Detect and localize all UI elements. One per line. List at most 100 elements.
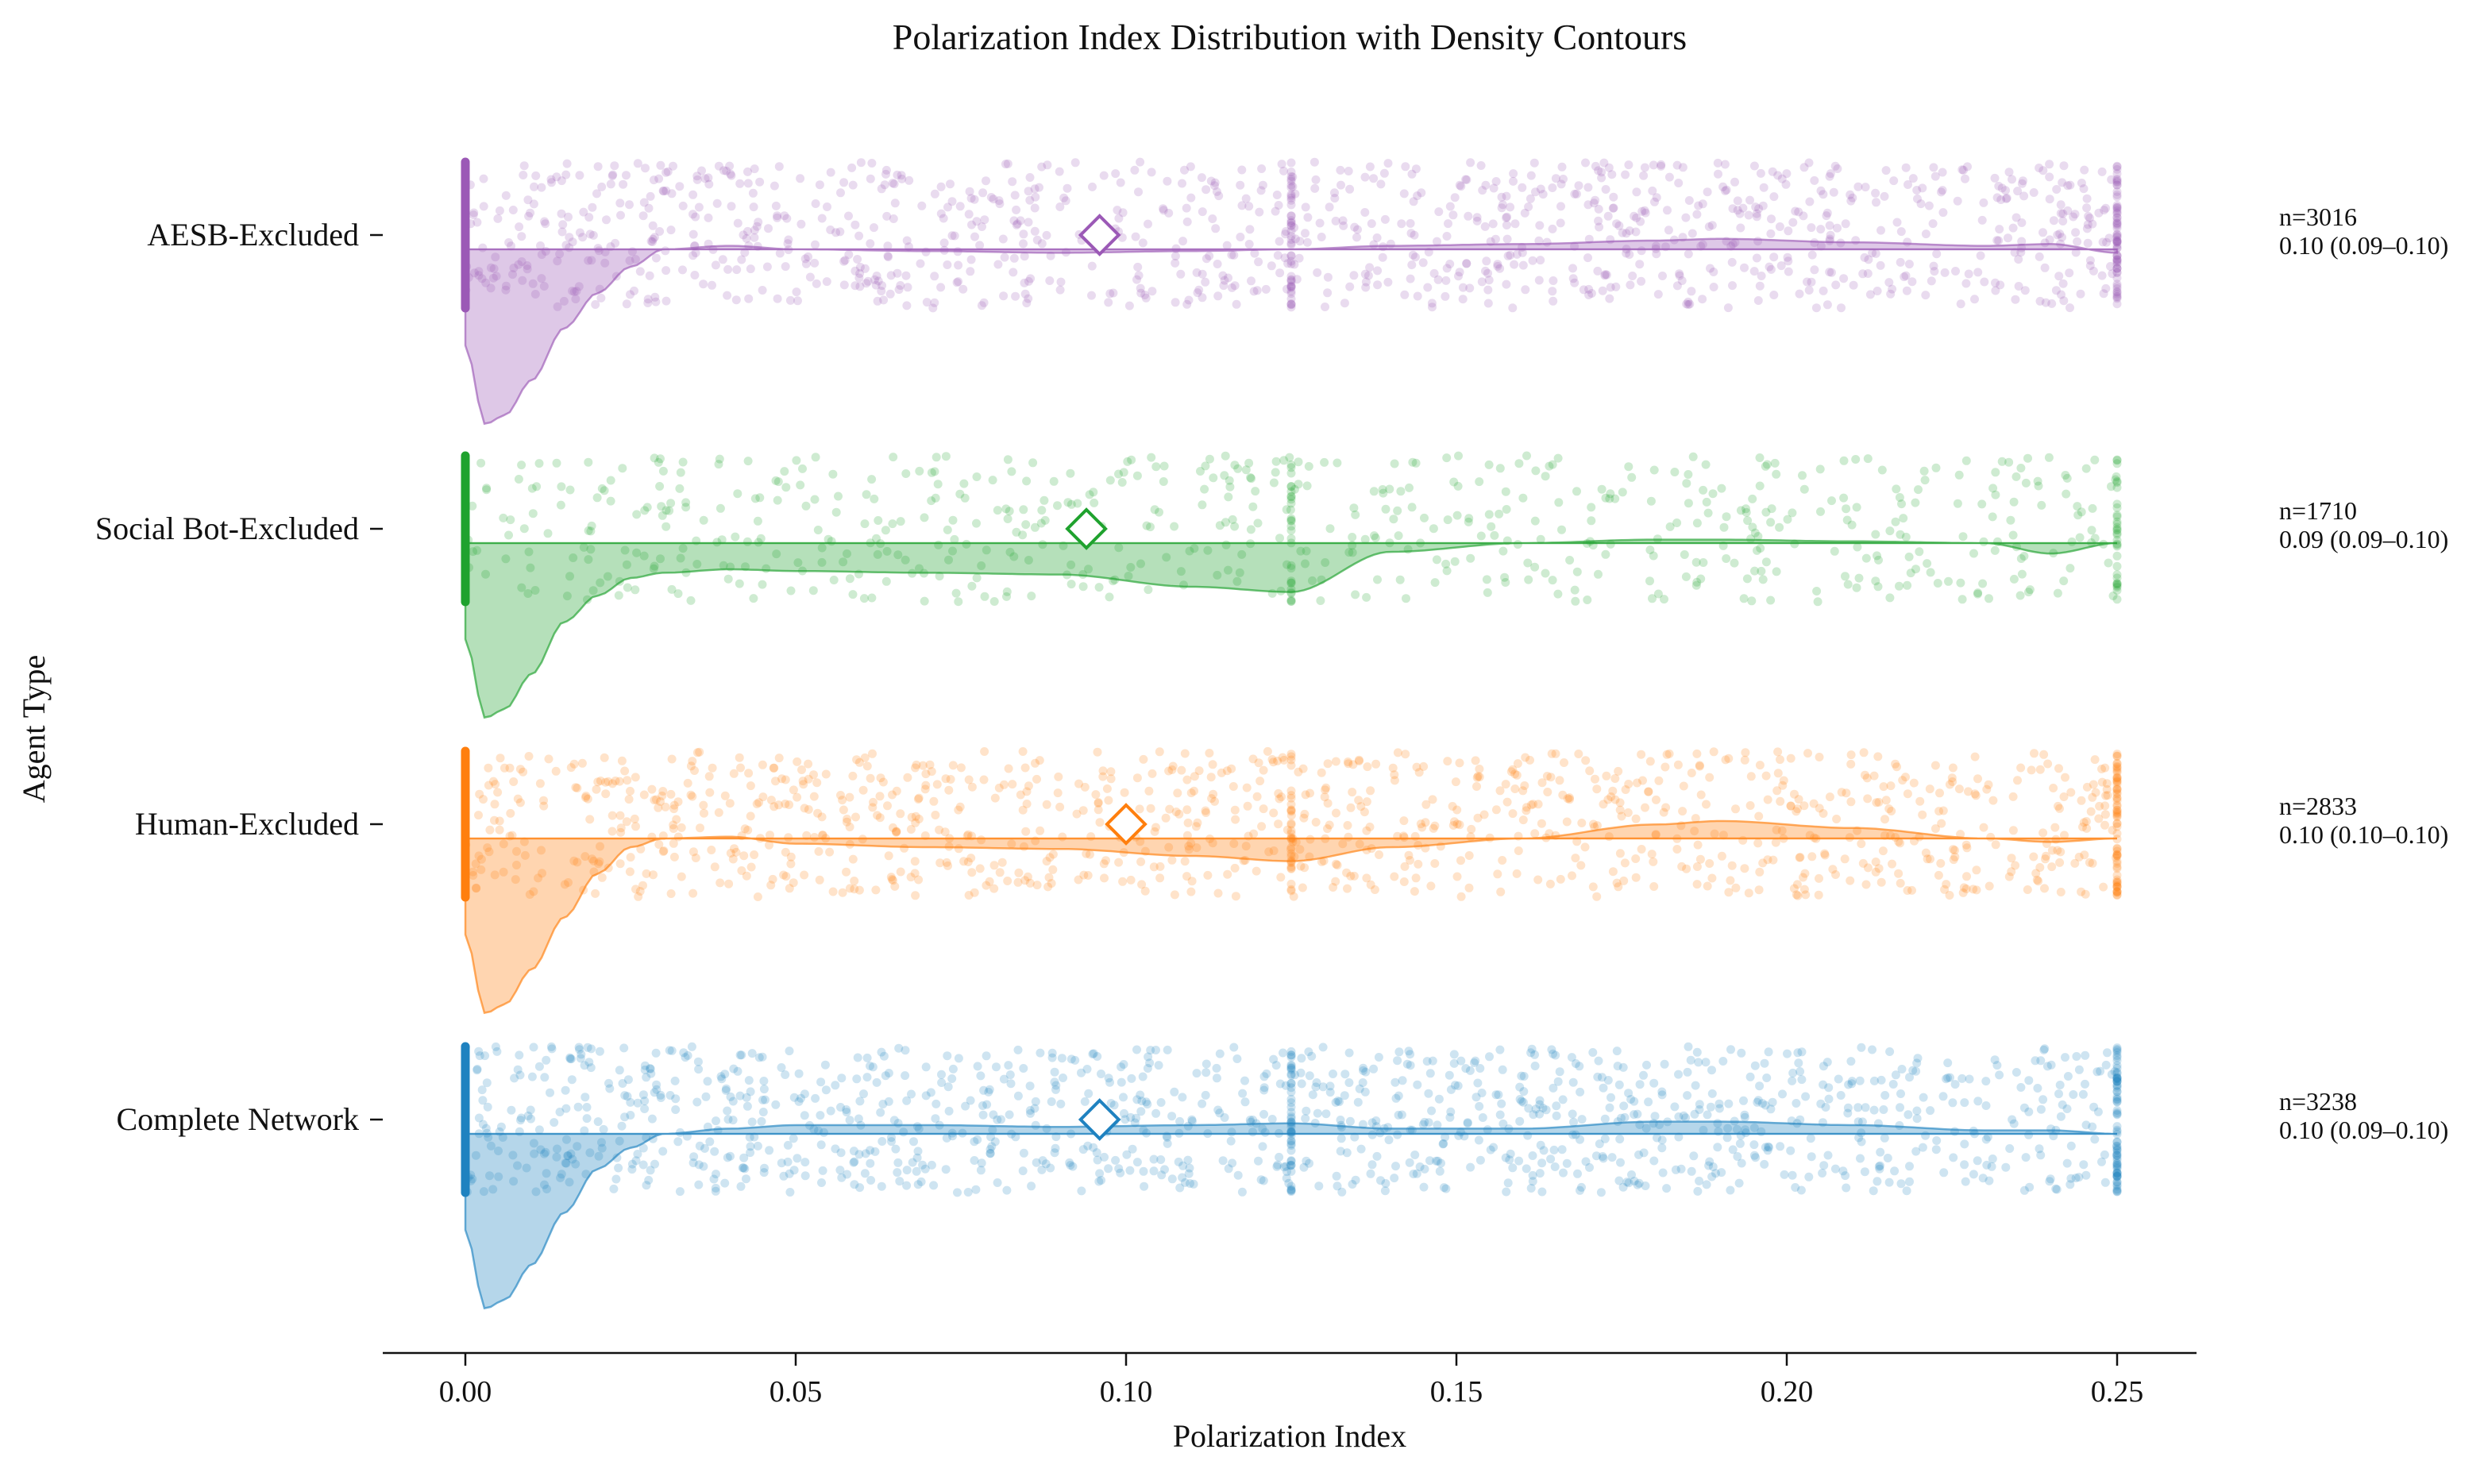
data-point — [1089, 1049, 1098, 1058]
data-point — [1466, 553, 1475, 563]
data-point — [620, 1112, 630, 1122]
data-point — [1019, 239, 1028, 249]
data-point — [1518, 493, 1528, 503]
data-point — [584, 213, 594, 222]
data-point — [1321, 303, 1329, 311]
data-point — [599, 1124, 608, 1134]
data-point — [1973, 1156, 1982, 1166]
data-point — [1630, 1177, 1639, 1185]
data-point — [2083, 238, 2092, 248]
data-point — [1688, 229, 1697, 238]
data-point — [1126, 1112, 1136, 1122]
data-point — [1286, 231, 1296, 241]
data-point — [644, 1175, 654, 1185]
data-point — [2101, 1060, 2111, 1070]
data-point — [2023, 885, 2032, 894]
data-point — [1526, 1184, 1536, 1193]
data-point — [1187, 877, 1197, 886]
data-point — [965, 187, 974, 196]
data-point — [731, 295, 741, 305]
data-point — [699, 515, 708, 525]
data-point — [1455, 758, 1464, 768]
data-point — [1438, 1139, 1448, 1149]
data-point — [737, 1050, 746, 1060]
data-point — [1677, 861, 1687, 871]
data-point — [1846, 797, 1856, 807]
data-point — [1839, 274, 1849, 283]
data-point — [1303, 213, 1313, 222]
data-point — [1019, 1148, 1028, 1158]
data-point — [1286, 172, 1296, 181]
data-point — [1674, 1112, 1684, 1121]
data-point — [597, 484, 607, 493]
data-point — [2112, 1145, 2122, 1154]
data-point — [1178, 1173, 1187, 1182]
data-point — [2102, 237, 2112, 247]
data-point — [1897, 1065, 1907, 1073]
data-point — [1880, 1133, 1889, 1143]
data-point — [1990, 545, 2000, 555]
data-point — [2112, 1161, 2122, 1170]
data-point — [640, 1097, 650, 1106]
data-point — [1773, 747, 1783, 757]
data-point — [648, 234, 658, 244]
data-point — [2057, 290, 2066, 299]
data-point — [1606, 539, 1615, 549]
data-point — [712, 1170, 720, 1179]
data-point — [2112, 279, 2122, 289]
data-point — [1025, 1106, 1035, 1115]
data-point — [976, 1166, 986, 1175]
data-point — [1299, 1162, 1309, 1172]
data-point — [1410, 230, 1419, 240]
data-point — [631, 822, 640, 831]
data-point — [1617, 811, 1626, 821]
data-point — [1763, 855, 1772, 865]
data-point — [1783, 252, 1792, 262]
data-point — [2112, 232, 2122, 241]
data-point — [1981, 1135, 1991, 1144]
data-point — [638, 211, 648, 221]
data-point — [2089, 780, 2098, 789]
data-point — [1530, 516, 1540, 526]
data-point — [2112, 1053, 2122, 1062]
data-point — [1247, 276, 1256, 286]
data-point — [1630, 1097, 1639, 1106]
data-point — [789, 785, 798, 795]
data-point — [2112, 580, 2122, 589]
data-point — [2112, 1137, 2122, 1147]
data-point — [1769, 192, 1779, 202]
data-point — [1212, 187, 1221, 196]
data-point — [1649, 465, 1659, 475]
data-point — [1749, 1151, 1759, 1160]
data-point — [2016, 464, 2026, 472]
data-point — [780, 467, 789, 476]
data-point — [1209, 789, 1218, 799]
data-point — [1401, 162, 1410, 172]
data-point — [692, 1097, 702, 1107]
data-point — [1402, 594, 1410, 603]
data-point — [1606, 283, 1615, 292]
data-point — [538, 869, 546, 878]
data-point — [2052, 1185, 2062, 1194]
data-point — [1463, 1119, 1472, 1128]
data-point — [1614, 882, 1623, 892]
data-point — [1631, 814, 1641, 823]
data-point — [1874, 555, 1883, 565]
data-point — [1342, 868, 1352, 877]
data-point — [2039, 1045, 2049, 1054]
data-point — [1707, 1089, 1717, 1098]
data-point — [993, 260, 1003, 269]
data-point — [665, 1091, 675, 1100]
data-point — [2076, 289, 2085, 299]
data-point — [517, 232, 526, 241]
data-point — [1286, 597, 1296, 606]
data-point — [960, 493, 970, 503]
data-point — [959, 479, 969, 488]
data-point — [1593, 1072, 1603, 1081]
data-point — [673, 797, 683, 807]
data-point — [1842, 788, 1851, 798]
data-point — [519, 837, 529, 846]
data-point — [662, 168, 671, 177]
data-point — [860, 519, 870, 529]
data-point — [1695, 761, 1704, 771]
